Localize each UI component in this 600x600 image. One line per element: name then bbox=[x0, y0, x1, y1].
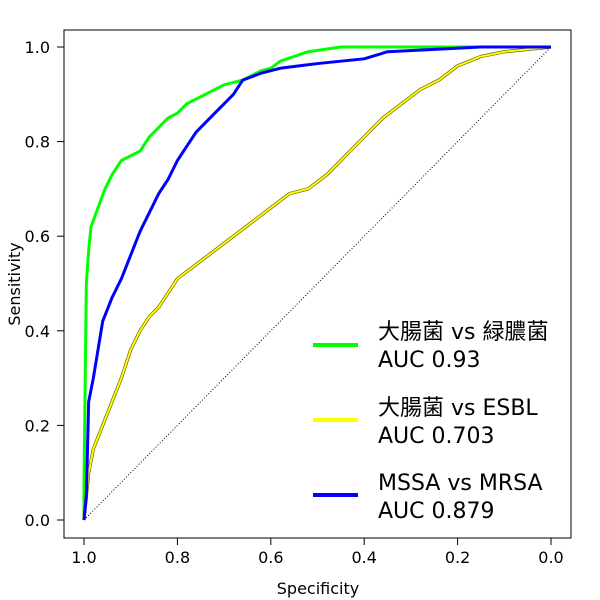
x-tick-label: 0.4 bbox=[351, 548, 376, 567]
x-tick-label: 0.6 bbox=[258, 548, 283, 567]
legend-series-1-name: 大腸菌 vs 緑膿菌 bbox=[378, 320, 548, 345]
x-tick-label: 0.2 bbox=[445, 548, 470, 567]
y-tick-label: 0.8 bbox=[25, 133, 50, 152]
legend-series-1-auc: AUC 0.93 bbox=[378, 348, 481, 373]
legend-series-2-auc: AUC 0.703 bbox=[378, 424, 495, 449]
legend-series-2-name: 大腸菌 vs ESBL bbox=[378, 396, 538, 421]
y-tick-label: 0.2 bbox=[25, 416, 50, 435]
x-tick-label: 1.0 bbox=[71, 548, 96, 567]
y-axis: 0.0 0.2 0.4 0.6 0.8 1.0 bbox=[25, 38, 65, 530]
y-tick-label: 0.4 bbox=[25, 322, 50, 341]
y-tick-label: 1.0 bbox=[25, 38, 50, 57]
legend-series-3-auc: AUC 0.879 bbox=[378, 499, 495, 524]
series-3-curve bbox=[82, 45, 551, 521]
x-tick-label: 0.0 bbox=[538, 548, 563, 567]
y-axis-label: Sensitivity bbox=[5, 242, 24, 325]
x-axis-label: Specificity bbox=[277, 579, 359, 598]
y-tick-label: 0.6 bbox=[25, 227, 50, 246]
legend: 大腸菌 vs 緑膿菌 AUC 0.93 大腸菌 vs ESBL AUC 0.70… bbox=[313, 320, 548, 524]
x-tick-label: 0.8 bbox=[165, 548, 190, 567]
series-layer bbox=[82, 45, 552, 521]
y-tick-label: 0.0 bbox=[25, 511, 50, 530]
series-2-curve bbox=[83, 46, 552, 521]
x-axis: 1.0 0.8 0.6 0.4 0.2 0.0 bbox=[71, 537, 564, 567]
series-1-curve bbox=[82, 45, 551, 520]
legend-series-3-name: MSSA vs MRSA bbox=[378, 471, 543, 496]
